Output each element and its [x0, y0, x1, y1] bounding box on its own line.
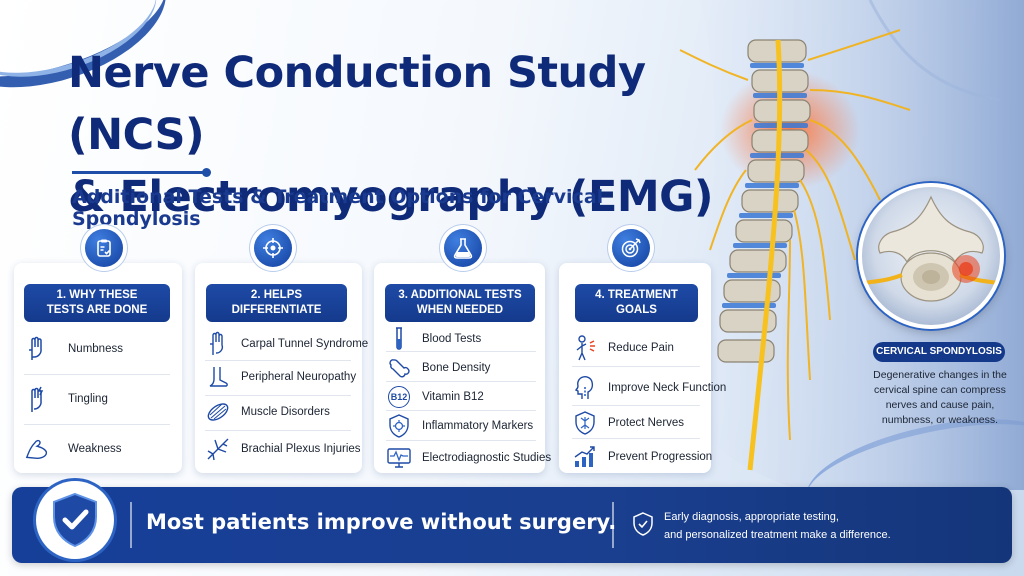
bone-icon — [386, 355, 412, 381]
divider — [386, 410, 536, 411]
neck-profile-icon — [572, 375, 598, 401]
shield-nerve-icon — [572, 410, 598, 436]
person-pain-icon — [572, 335, 598, 361]
list-item: Numbness — [24, 336, 123, 362]
divider — [572, 405, 700, 406]
list-item: Blood Tests — [386, 326, 481, 352]
list-item: Weakness — [24, 436, 121, 462]
flask-icon — [444, 229, 482, 267]
list-item: Brachial Plexus Injuries — [205, 436, 361, 462]
list-item: Bone Density — [386, 355, 490, 381]
shield-cell-icon — [386, 413, 412, 439]
monitor-waveform-icon — [386, 445, 412, 471]
list-item: Electrodiagnostic Studies — [386, 445, 551, 471]
clipboard-check-icon — [85, 229, 123, 267]
divider — [386, 351, 536, 352]
divider — [205, 430, 351, 431]
list-item: B12 Vitamin B12 — [386, 384, 484, 410]
divider — [572, 366, 700, 367]
muscle-fiber-icon — [205, 399, 231, 425]
small-shield-icon — [632, 511, 654, 542]
heading-treatment-goals: 4. TREATMENT GOALS — [575, 284, 698, 322]
title-divider — [72, 171, 206, 174]
vertebra-cross-section — [858, 183, 1004, 329]
divider — [24, 374, 170, 375]
banner-divider — [612, 502, 614, 548]
list-item: Tingling — [24, 386, 108, 412]
condition-badge: CERVICAL SPONDYLOSIS — [873, 342, 1005, 362]
divider — [386, 381, 536, 382]
page-subtitle: Additional Tests & Treatment Options for… — [72, 186, 604, 230]
list-item: Protect Nerves — [572, 410, 684, 436]
title-line-1: Nerve Conduction Study (NCS) — [68, 48, 646, 160]
bottom-banner — [12, 487, 1012, 563]
list-item: Carpal Tunnel Syndrome — [205, 331, 368, 357]
list-item: Prevent Progression — [572, 444, 712, 470]
bar-chart-up-icon — [572, 444, 598, 470]
divider — [572, 438, 700, 439]
banner-headline: Most patients improve without surgery. — [146, 510, 617, 534]
divider — [205, 360, 351, 361]
title-divider-dot — [202, 168, 211, 177]
target-crosshair-icon — [254, 229, 292, 267]
b12-icon: B12 — [386, 384, 412, 410]
test-tube-icon — [386, 326, 412, 352]
hand-outline-icon — [205, 331, 231, 357]
page-title: Nerve Conduction Study (NCS) & Electromy… — [68, 42, 728, 228]
heading-additional-tests: 3. ADDITIONAL TESTS WHEN NEEDED — [385, 284, 535, 322]
condition-description: Degenerative changes in the cervical spi… — [873, 369, 1007, 426]
cervical-spine-illustration — [675, 0, 1024, 490]
nerve-branch-icon — [205, 436, 231, 462]
banner-note: Early diagnosis, appropriate testing, an… — [664, 511, 891, 541]
tingling-hand-icon — [24, 386, 50, 412]
list-item: Muscle Disorders — [205, 399, 330, 425]
list-item: Peripheral Neuropathy — [205, 364, 356, 390]
foot-icon — [205, 364, 231, 390]
title-line-2: & Electromyography (EMG) — [68, 172, 714, 222]
hand-icon — [24, 336, 50, 362]
bullseye-arrow-icon — [612, 229, 650, 267]
list-item: Reduce Pain — [572, 335, 674, 361]
shield-check-icon — [36, 481, 114, 559]
list-item: Improve Neck Function — [572, 375, 726, 401]
banner-divider — [130, 502, 132, 548]
divider — [24, 424, 170, 425]
flexed-arm-icon — [24, 436, 50, 462]
heading-differentiate: 2. HELPS DIFFERENTIATE — [206, 284, 347, 322]
divider — [386, 440, 536, 441]
divider — [205, 395, 351, 396]
list-item: Inflammatory Markers — [386, 413, 533, 439]
heading-why-tests: 1. WHY THESE TESTS ARE DONE — [24, 284, 170, 322]
